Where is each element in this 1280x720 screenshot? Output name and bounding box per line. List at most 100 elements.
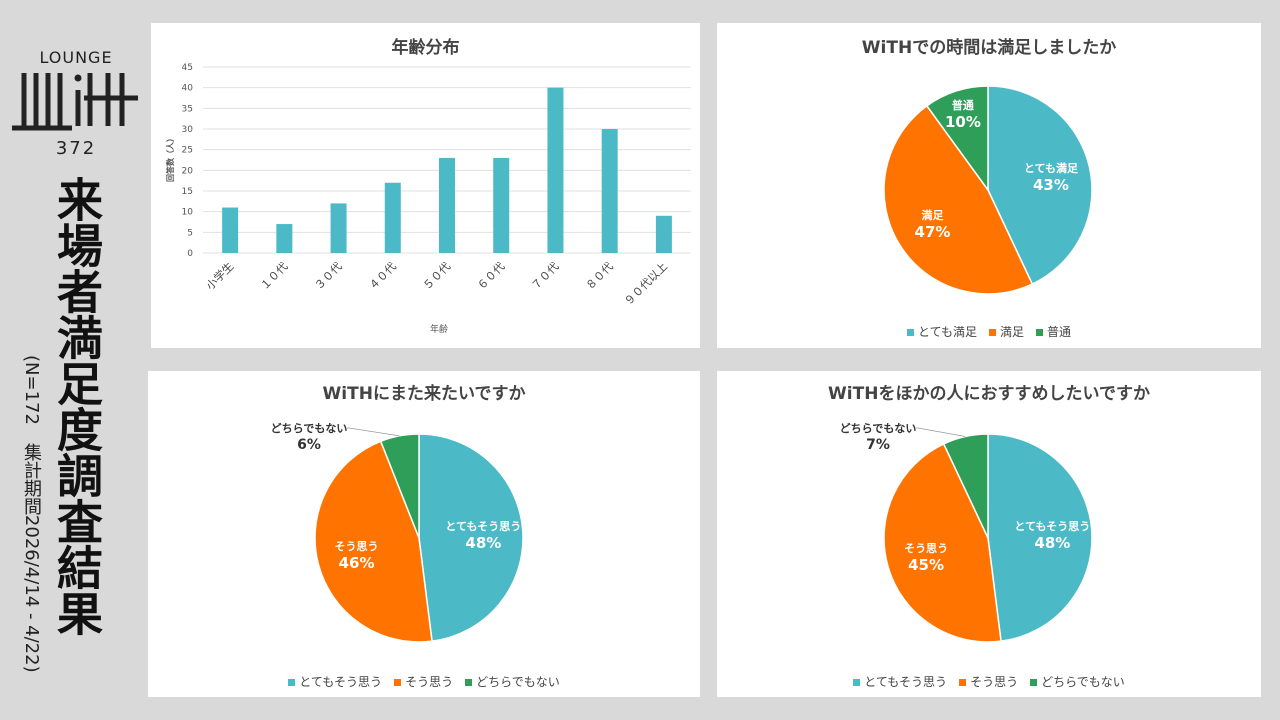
legend-swatch bbox=[989, 329, 996, 336]
legend-swatch bbox=[1036, 329, 1044, 336]
pie-slice bbox=[379, 433, 420, 539]
bar bbox=[493, 157, 510, 253]
legend-item: 満足 bbox=[989, 325, 1024, 339]
slice-percent: 45% bbox=[908, 556, 944, 574]
y-tick-label: 0 bbox=[187, 249, 193, 259]
x-tick-label: ６０代 bbox=[475, 260, 508, 293]
slice-percent: 48% bbox=[465, 534, 501, 552]
x-tick-label: １０代 bbox=[258, 260, 291, 293]
x-tick-label: ７０代 bbox=[529, 260, 562, 293]
bar bbox=[547, 87, 564, 254]
legend-swatch bbox=[1030, 679, 1038, 686]
x-tick-label: 小学生 bbox=[203, 259, 236, 292]
slice-percent: 7% bbox=[866, 437, 890, 453]
slice-percent: 47% bbox=[915, 223, 951, 241]
legend-swatch bbox=[959, 679, 967, 686]
x-tick-label: ３０代 bbox=[312, 260, 345, 293]
chart-legend: とてもそう思う そう思う どちらでもない bbox=[717, 673, 1261, 690]
slice-label: とてもそう思う bbox=[445, 520, 521, 533]
legend-item: そう思う bbox=[959, 675, 1018, 689]
bar bbox=[439, 157, 455, 253]
pie-slice bbox=[987, 433, 1093, 643]
chart-title: 年齢分布 bbox=[391, 38, 460, 58]
legend-item: とてもそう思う bbox=[288, 675, 382, 689]
leader-line bbox=[916, 427, 966, 437]
slice-label: そう思う bbox=[904, 542, 948, 555]
chart-title: WiTHにまた来たいですか bbox=[322, 384, 526, 404]
slice-percent: 6% bbox=[297, 437, 321, 453]
y-tick-label: 15 bbox=[182, 187, 193, 197]
legend-label: どちらでもない bbox=[476, 675, 560, 689]
legend-label: そう思う bbox=[405, 675, 454, 689]
y-tick-label: 10 bbox=[182, 208, 194, 218]
legend-label: 満足 bbox=[1000, 325, 1025, 339]
slice-label: 満足 bbox=[921, 208, 944, 222]
age-distribution-chart: 0 5 10 15 20 25 30 35 40 45 小学生 １０代 ３０代 ４０代 ５０代 ６０代 ７０代 ８… bbox=[151, 23, 700, 348]
y-tick-label: 35 bbox=[182, 104, 193, 114]
legend-item: 普通 bbox=[1036, 325, 1071, 339]
bar bbox=[601, 129, 618, 253]
y-tick-label: 30 bbox=[182, 125, 194, 135]
with-logo bbox=[12, 73, 138, 131]
chart-title: WiTHでの時間は満足しましたか bbox=[861, 38, 1117, 58]
y-tick-label: 20 bbox=[182, 166, 194, 176]
chart-legend: とてもそう思う そう思う どちらでもない bbox=[148, 673, 700, 690]
satisfaction-pie-chart: とても満足 43% 満足 47% 普通 10% WiTHでの時間は満足しましたか とても満… bbox=[717, 23, 1261, 348]
slice-label: そう思う bbox=[335, 540, 379, 553]
x-axis-label: 年齢 bbox=[430, 323, 448, 335]
bar bbox=[655, 215, 672, 253]
chart-canvas: 0 5 10 15 20 25 30 35 40 45 小学生 １０代 ３０代 ４０代 ５０代 ６０代 ７０代 ８… bbox=[165, 63, 691, 335]
legend-item: どちらでもない bbox=[1030, 675, 1125, 689]
legend-swatch bbox=[394, 679, 402, 686]
logo-top-text: LOUNGE bbox=[39, 48, 113, 67]
x-tick-label: ８０代 bbox=[583, 260, 616, 293]
y-tick-label: 5 bbox=[187, 228, 193, 238]
legend-label: とても満足 bbox=[917, 325, 977, 339]
x-tick-label: ９０代以上 bbox=[622, 260, 670, 308]
y-tick-label: 45 bbox=[182, 63, 193, 73]
legend-label: とてもそう思う bbox=[864, 675, 948, 689]
bar bbox=[276, 224, 293, 253]
page-subtitle: (N=172 集計期間2026/4/14 - 4/22) bbox=[21, 355, 42, 673]
y-tick-label: 40 bbox=[182, 84, 194, 94]
legend-swatch bbox=[465, 679, 473, 686]
legend-item: とても満足 bbox=[906, 325, 977, 339]
slice-percent: 46% bbox=[339, 554, 375, 572]
legend-item: そう思う bbox=[394, 675, 453, 689]
pie-slice bbox=[883, 442, 1002, 643]
slice-percent: 10% bbox=[945, 113, 981, 131]
logo-number: 372 bbox=[55, 138, 97, 159]
pie-slice bbox=[883, 104, 1034, 295]
leader-line bbox=[347, 427, 400, 437]
slice-label: どちらでもない bbox=[840, 422, 917, 435]
chart-legend: とても満足 満足 普通 bbox=[717, 323, 1261, 340]
sidebar: LOUNGE 372 来場者満足度調査結果 (N=172 集計期間2026/4/… bbox=[0, 0, 148, 720]
revisit-pie-chart: とてもそう思う 48% そう思う 46% どちらでもない 6% WiTHにまた来たいですか… bbox=[148, 371, 700, 697]
pie-slice bbox=[418, 433, 524, 643]
bar bbox=[330, 203, 347, 253]
slice-percent: 48% bbox=[1034, 534, 1070, 552]
pie-slice bbox=[987, 85, 1093, 286]
y-tick-label: 25 bbox=[182, 146, 193, 156]
legend-item: どちらでもない bbox=[465, 675, 560, 689]
pie-slice bbox=[942, 433, 989, 539]
legend-label: どちらでもない bbox=[1041, 675, 1125, 689]
slice-percent: 43% bbox=[1033, 176, 1069, 194]
recommend-pie-chart: とてもそう思う 48% そう思う 45% どちらでもない 7% WiTHをほかの人におすす… bbox=[717, 371, 1261, 697]
y-axis-label: 回答数（人） bbox=[165, 134, 175, 182]
chart-title: WiTHをほかの人におすすめしたいですか bbox=[828, 384, 1150, 404]
legend-swatch bbox=[853, 679, 861, 686]
page-title: 来場者満足度調査結果 bbox=[50, 176, 104, 636]
x-tick-label: ４０代 bbox=[366, 260, 399, 293]
slice-label: 普通 bbox=[952, 98, 974, 112]
bar bbox=[222, 207, 239, 253]
slice-label: とてもそう思う bbox=[1014, 520, 1090, 533]
pie-slice bbox=[925, 85, 989, 193]
legend-swatch bbox=[906, 329, 914, 336]
legend-swatch bbox=[288, 679, 296, 686]
legend-label: そう思う bbox=[970, 675, 1019, 689]
slice-label: とても満足 bbox=[1024, 161, 1079, 175]
